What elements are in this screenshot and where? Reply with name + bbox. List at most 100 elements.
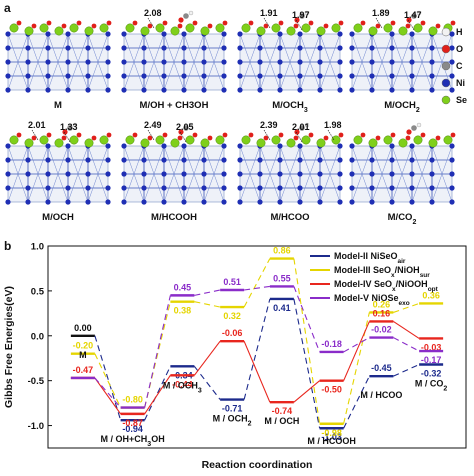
distance-marker [147, 129, 155, 141]
ni-atom [25, 87, 31, 93]
ni-atom [121, 171, 127, 177]
panel-b-letter: b [4, 239, 11, 253]
se-atom [155, 23, 165, 33]
se-atom [301, 23, 311, 33]
ni-atom [337, 143, 343, 149]
ni-atom [181, 31, 187, 37]
ni-atom [161, 87, 167, 93]
o-atom [390, 132, 396, 138]
ni-atom [105, 73, 111, 79]
connector [293, 298, 321, 429]
se-atom [331, 23, 341, 33]
lattice-bond [319, 145, 341, 203]
structure-2: 2.08 M/OH + CH3OH [121, 8, 228, 111]
ni-atom [85, 87, 91, 93]
ni-atom [181, 157, 187, 163]
se-atom [155, 135, 165, 145]
ni-atom [201, 87, 207, 93]
se-atom [54, 26, 64, 36]
ni-atom [65, 59, 71, 65]
ni-atom [429, 87, 435, 93]
ni-atom [105, 185, 111, 191]
connector [144, 301, 171, 408]
distance-marker [263, 129, 271, 141]
ni-atom [429, 59, 435, 65]
se-atom [413, 135, 423, 145]
lattice-bond [203, 145, 225, 203]
ni-atom [141, 185, 147, 191]
o-atom [106, 20, 112, 26]
ni-atom [5, 199, 11, 205]
lattice-bond [239, 33, 261, 91]
o-atom [323, 135, 329, 141]
o-atom [222, 20, 228, 26]
lattice-bond [259, 33, 281, 91]
ni-atom [181, 185, 187, 191]
ni-atom [105, 45, 111, 51]
state-labels: M M / OH+CH3OH M / OCH3 M / OCH2 M / OCH M / … [79, 350, 447, 448]
ni-atom [5, 45, 11, 51]
lattice-bond [431, 33, 453, 91]
ni-atom [369, 199, 375, 205]
ni-atom [349, 87, 355, 93]
ni-atom [45, 199, 51, 205]
ni-atom [45, 157, 51, 163]
lattice-bond [259, 145, 281, 203]
ni-atom [85, 185, 91, 191]
y-tick-label: 0.5 [31, 286, 45, 297]
h-atom [416, 10, 422, 16]
ni-atom [429, 157, 435, 163]
distance-label: 2.01 [292, 122, 310, 132]
ni-atom [121, 199, 127, 205]
se-atom [383, 23, 393, 33]
lattice-bond [27, 33, 49, 91]
ni-atom [449, 199, 455, 205]
legend-symbol-h: H [456, 27, 463, 37]
structure-3: 1.91 1.97 M/OCH3 [237, 8, 344, 114]
distance-marker [295, 19, 303, 31]
ni-atom [349, 171, 355, 177]
ni-atom [297, 31, 303, 37]
ni-atom [337, 31, 343, 37]
ni-atom [45, 73, 51, 79]
se-atom [170, 138, 180, 148]
se-atom [428, 138, 438, 148]
ni-atom [5, 143, 11, 149]
ni-atom [429, 73, 435, 79]
lattice-bond [411, 145, 433, 203]
o-atom [76, 20, 82, 26]
o-atom [263, 135, 269, 141]
data-label: 0.36 [422, 290, 440, 300]
legend-entry: Model-II NiSeOair [334, 251, 406, 265]
ni-atom [449, 59, 455, 65]
connector [393, 364, 420, 377]
legend-symbol-ni: Ni [456, 78, 465, 88]
se-atom [9, 135, 19, 145]
ni-atom [449, 73, 455, 79]
ni-atom [221, 31, 227, 37]
data-label: -0.18 [321, 339, 342, 349]
connector [393, 302, 420, 313]
distance-marker [31, 129, 39, 141]
ni-atom [389, 143, 395, 149]
ni-atom [369, 73, 375, 79]
c-atom [299, 125, 305, 131]
ni-atom [85, 45, 91, 51]
lattice-bond [87, 145, 109, 203]
lattice-bond [351, 33, 373, 91]
o-atom [263, 23, 269, 29]
lattice-bond [123, 145, 145, 203]
lattice-bond [47, 145, 69, 203]
o-atom [405, 135, 411, 141]
structure-8: M/CO2 [349, 122, 456, 226]
o-atom [435, 135, 441, 141]
y-tick-label: -1.0 [28, 421, 44, 432]
ni-atom [389, 45, 395, 51]
ni-atom [409, 143, 415, 149]
o-atom [450, 20, 456, 26]
se-atom [170, 26, 180, 36]
lattice-bond [391, 33, 413, 91]
ni-atom [277, 59, 283, 65]
data-label: -1.03 [321, 432, 342, 442]
se-atom [286, 26, 296, 36]
